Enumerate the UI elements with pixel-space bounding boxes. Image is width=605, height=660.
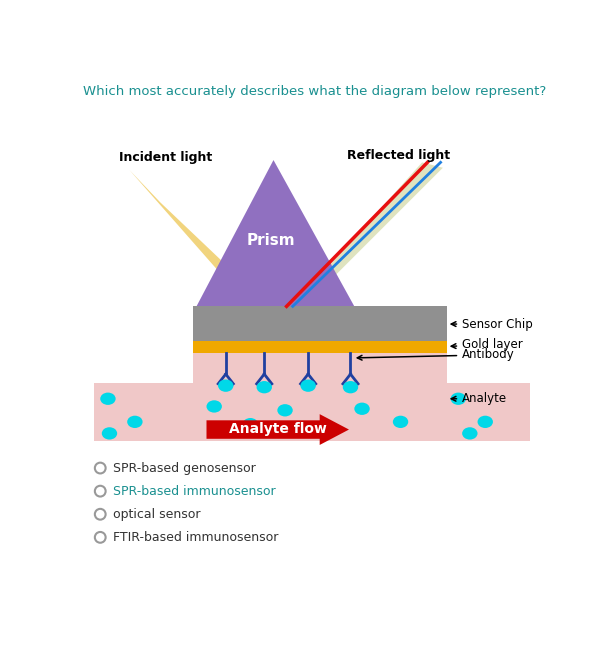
Ellipse shape	[343, 381, 358, 393]
Ellipse shape	[243, 418, 258, 430]
Polygon shape	[293, 162, 443, 306]
Ellipse shape	[277, 404, 293, 416]
Ellipse shape	[127, 416, 143, 428]
Text: Analyte flow: Analyte flow	[229, 422, 327, 436]
FancyArrow shape	[206, 414, 349, 445]
Text: SPR-based genosensor: SPR-based genosensor	[113, 461, 255, 475]
Ellipse shape	[100, 393, 116, 405]
Text: Prism: Prism	[247, 234, 295, 248]
Text: Sensor Chip: Sensor Chip	[451, 317, 533, 331]
Circle shape	[95, 509, 106, 519]
Ellipse shape	[462, 427, 477, 440]
Ellipse shape	[477, 416, 493, 428]
Ellipse shape	[393, 416, 408, 428]
Circle shape	[95, 532, 106, 543]
Text: Which most accurately describes what the diagram below represent?: Which most accurately describes what the…	[83, 85, 546, 98]
Bar	[192, 306, 446, 341]
Ellipse shape	[301, 379, 316, 392]
Polygon shape	[197, 160, 355, 306]
Ellipse shape	[451, 393, 466, 405]
Text: Antibody: Antibody	[358, 348, 515, 362]
Text: SPR-based immunosensor: SPR-based immunosensor	[113, 484, 275, 498]
Ellipse shape	[355, 403, 370, 415]
Ellipse shape	[257, 381, 272, 393]
Ellipse shape	[218, 379, 234, 392]
Circle shape	[95, 463, 106, 473]
Circle shape	[95, 486, 106, 496]
Text: Analyte: Analyte	[451, 392, 507, 405]
Bar	[446, 383, 530, 441]
Text: Reflected light: Reflected light	[347, 149, 451, 162]
Bar	[192, 341, 446, 352]
Text: FTIR-based immunosensor: FTIR-based immunosensor	[113, 531, 278, 544]
Text: Incident light: Incident light	[119, 151, 213, 164]
Ellipse shape	[312, 421, 327, 434]
Bar	[192, 352, 446, 441]
Ellipse shape	[102, 427, 117, 440]
Text: Gold layer: Gold layer	[451, 339, 523, 351]
Ellipse shape	[206, 400, 222, 412]
Text: optical sensor: optical sensor	[113, 508, 200, 521]
Polygon shape	[129, 170, 270, 306]
Bar	[94, 383, 192, 441]
